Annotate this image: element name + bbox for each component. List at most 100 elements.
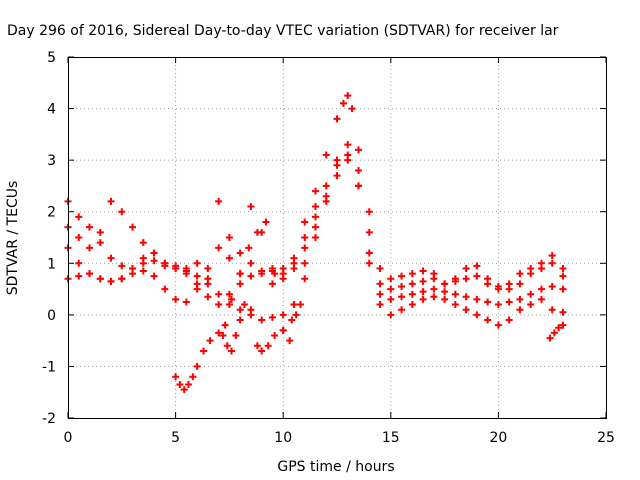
data-point-track-7 — [550, 329, 558, 337]
data-point-track-6 — [264, 342, 272, 350]
data-point-track-2 — [398, 282, 406, 290]
x-tick-label: 15 — [382, 430, 400, 446]
data-point-track-3 — [311, 213, 319, 221]
data-point-track-1 — [408, 270, 416, 278]
data-point-track-1 — [419, 267, 427, 275]
data-point-track-4 — [150, 249, 158, 257]
data-point-track-1 — [398, 272, 406, 280]
data-point-track-4 — [279, 311, 287, 319]
data-point-track-1 — [215, 301, 223, 309]
plot-frame — [68, 57, 607, 419]
data-point-track-4 — [398, 306, 406, 314]
data-point-track-4 — [301, 259, 309, 267]
data-point-track-5 — [200, 347, 208, 355]
data-point-track-3 — [505, 298, 513, 306]
data-point-track-2 — [387, 285, 395, 293]
data-point-track-1 — [339, 99, 347, 107]
data-point-track-4 — [559, 308, 567, 316]
data-point-track-2 — [193, 259, 201, 267]
data-point-track-2 — [505, 285, 513, 293]
data-point-track-7 — [559, 321, 567, 329]
data-point-track-2 — [559, 272, 567, 280]
data-point-track-3 — [118, 275, 126, 283]
data-point-track-7 — [555, 324, 563, 332]
grid — [68, 57, 606, 418]
data-point-track-1 — [311, 187, 319, 195]
data-point-track-1 — [548, 252, 556, 260]
data-point-track-2 — [494, 282, 502, 290]
data-point-track-2 — [236, 249, 244, 257]
data-point-track-2 — [355, 166, 363, 174]
data-point-track-4 — [225, 301, 233, 309]
data-point-track-1 — [86, 223, 94, 231]
data-point-track-3 — [376, 290, 384, 298]
data-point-track-3 — [290, 264, 298, 272]
data-point-track-3 — [365, 249, 373, 257]
y-axis-label: SDTVAR / TECUs — [5, 181, 21, 296]
data-point-track-1 — [365, 208, 373, 216]
data-point-track-1 — [322, 151, 330, 159]
data-point-track-3 — [215, 197, 223, 205]
data-point-track-1 — [344, 92, 352, 100]
x-axis-label: GPS time / hours — [277, 459, 394, 475]
data-point-track-2 — [430, 275, 438, 283]
data-point-track-1 — [236, 280, 244, 288]
x-tick-label: 25 — [597, 430, 615, 446]
data-point-track-2 — [516, 280, 524, 288]
data-point-track-4 — [505, 316, 513, 324]
data-point-track-4 — [86, 244, 94, 252]
data-point-track-4 — [419, 295, 427, 303]
data-point-track-4 — [172, 264, 180, 272]
axis-ticks: 0 5 10 15 20 25 -2 -1 0 1 2 3 4 5 — [42, 50, 615, 446]
data-point-track-5 — [172, 373, 180, 381]
data-point-track-1 — [118, 262, 126, 270]
data-point-track-1 — [355, 146, 363, 154]
data-point-track-2 — [462, 275, 470, 283]
data-point-track-3 — [333, 172, 341, 180]
data-point-track-3 — [408, 290, 416, 298]
data-point-track-2 — [268, 280, 276, 288]
data-point-track-3 — [387, 295, 395, 303]
x-tick-label: 20 — [489, 430, 507, 446]
data-point-track-1 — [462, 264, 470, 272]
data-point-track-2 — [441, 280, 449, 288]
data-point-track-3 — [225, 254, 233, 262]
x-tick-label: 5 — [171, 430, 180, 446]
data-point-track-4 — [215, 290, 223, 298]
data-point-track-2 — [537, 264, 545, 272]
data-point-track-4 — [344, 151, 352, 159]
data-point-track-5 — [176, 380, 184, 388]
data-point-track-2 — [376, 280, 384, 288]
data-point-track-3 — [247, 203, 255, 211]
data-point-track-6 — [223, 342, 231, 350]
data-point-track-2 — [473, 272, 481, 280]
data-point-track-1 — [333, 115, 341, 123]
data-point-track-4 — [290, 301, 298, 309]
data-point-track-4 — [258, 316, 266, 324]
data-point-track-6 — [271, 331, 279, 339]
data-point-track-5 — [180, 386, 188, 394]
data-point-track-2 — [301, 234, 309, 241]
data-point-track-2 — [139, 254, 147, 262]
data-point-track-6 — [296, 301, 304, 309]
data-point-track-3 — [161, 285, 169, 293]
data-point-track-4 — [408, 301, 416, 309]
data-point-track-3 — [75, 259, 83, 267]
data-point-track-4 — [548, 306, 556, 314]
data-point-track-5 — [206, 337, 214, 345]
data-point-track-5 — [286, 337, 294, 345]
data-point-track-5 — [245, 244, 253, 252]
data-point-track-7 — [546, 334, 554, 342]
data-point-track-4 — [451, 301, 459, 309]
data-point-track-4 — [75, 234, 83, 241]
data-point-track-5 — [185, 380, 193, 388]
data-point-track-3 — [204, 264, 212, 272]
data-point-track-5 — [292, 311, 300, 319]
data-point-track-4 — [139, 239, 147, 247]
data-point-track-1 — [376, 264, 384, 272]
data-point-track-1 — [348, 105, 356, 113]
data-point-track-2 — [225, 234, 233, 241]
data-point-track-6 — [219, 331, 227, 339]
y-tick-label: 0 — [47, 308, 56, 324]
data-point-track-4 — [387, 311, 395, 319]
